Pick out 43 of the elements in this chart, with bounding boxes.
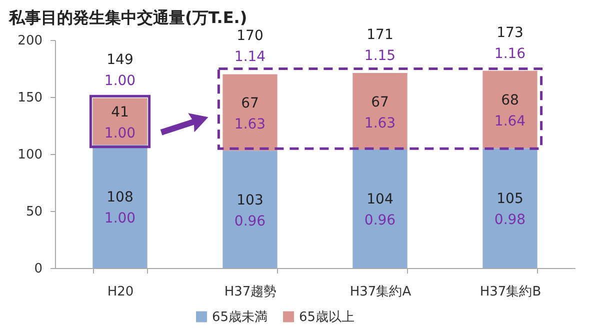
bar bbox=[222, 150, 278, 268]
data-label: 67 bbox=[371, 94, 389, 110]
y-tick-label: 100 bbox=[18, 148, 42, 162]
x-tick-label: H37趨勢 bbox=[224, 284, 277, 300]
data-label: 67 bbox=[241, 95, 259, 112]
annotation: 1.63 bbox=[234, 116, 266, 132]
total-label: 149 bbox=[106, 52, 134, 68]
total-label: 170 bbox=[236, 28, 264, 44]
y-tick-label: 150 bbox=[18, 90, 42, 106]
chart-title: 私事目的発生集中交通量(万T.E.) bbox=[9, 8, 248, 29]
data-label: 105 bbox=[496, 191, 524, 208]
annotation: 1.14 bbox=[234, 49, 266, 66]
bar bbox=[92, 144, 148, 268]
x-tick-label: H37集約B bbox=[480, 284, 542, 300]
total-label: 171 bbox=[366, 27, 394, 44]
legend-label: 65歳未満 bbox=[212, 310, 268, 325]
annotation: 0.96 bbox=[234, 213, 266, 230]
annotation: 0.98 bbox=[494, 212, 526, 228]
data-label: 68 bbox=[501, 92, 519, 109]
y-tick-label: 0 bbox=[34, 262, 42, 276]
bar bbox=[222, 74, 278, 151]
annotation: 1.63 bbox=[364, 115, 396, 132]
annotation: 0.96 bbox=[364, 212, 396, 229]
data-label: 103 bbox=[236, 192, 264, 208]
annotation: 1.00 bbox=[104, 210, 136, 226]
annotation: 1.00 bbox=[104, 73, 136, 90]
annotation: 1.15 bbox=[364, 48, 396, 64]
y-tick-label: 50 bbox=[26, 204, 42, 220]
bar bbox=[482, 70, 538, 148]
total-label: 173 bbox=[496, 24, 524, 41]
legend-label: 65歳以上 bbox=[299, 310, 355, 325]
data-label: 41 bbox=[111, 104, 129, 121]
annotation: 1.16 bbox=[494, 46, 526, 62]
x-tick-label: H37集約A bbox=[350, 284, 412, 300]
y-tick-label: 200 bbox=[18, 34, 42, 48]
data-label: 104 bbox=[366, 192, 394, 208]
bar bbox=[482, 148, 538, 268]
x-tick-label: H20 bbox=[107, 284, 134, 300]
annotation: 1.64 bbox=[494, 114, 526, 130]
bar bbox=[352, 73, 408, 150]
data-label: 108 bbox=[106, 189, 134, 206]
bar bbox=[352, 149, 408, 268]
annotation: 1.00 bbox=[104, 126, 136, 142]
